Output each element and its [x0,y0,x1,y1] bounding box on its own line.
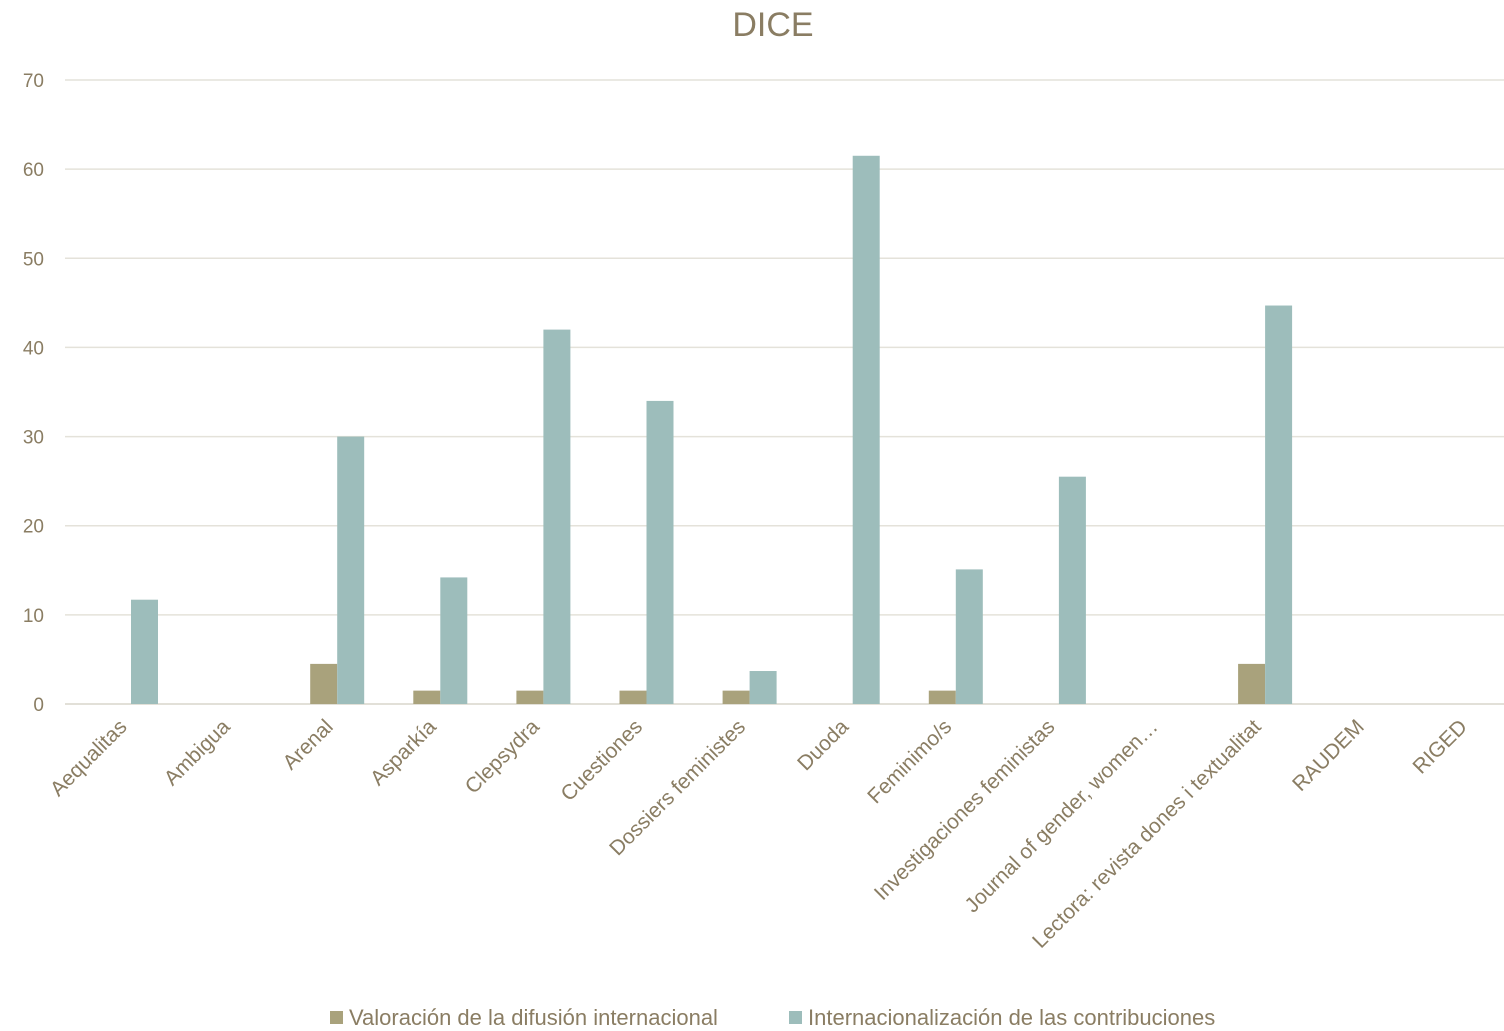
y-tick-label: 70 [23,71,44,92]
bar-series-2-clepsydra [543,329,571,704]
bar-series-2-investigaciones-feministas [1058,476,1086,704]
y-tick-label: 0 [33,695,44,716]
x-category-label: Feminimo/s [863,715,956,808]
y-axis-ticks: 0 10 20 30 40 50 60 70 [23,71,44,716]
bar-series-1-lectora-revista-dones-i-textualitat [1238,663,1266,704]
y-tick-label: 40 [23,338,44,359]
legend-swatch-2 [789,1011,802,1024]
bar-series-2-aspark-a [440,577,468,704]
y-tick-label: 60 [23,160,44,181]
bar-series-2-cuestiones [646,400,674,704]
bar-series-1-clepsydra [516,690,544,704]
bar-series-1-feminimo-s [928,690,956,704]
chart-title: DICE [732,6,813,44]
bar-series-1-arenal [310,663,338,704]
bars [131,155,1293,704]
bar-series-1-cuestiones [619,690,647,704]
bar-series-2-arenal [337,436,365,704]
bar-series-1-aspark-a [413,690,441,704]
bar-series-2-duoda [852,155,880,704]
x-category-label: Investigaciones feministas [870,715,1060,905]
x-category-label: Aequalitas [46,715,132,801]
x-category-label: Lectora: revista dones i textualitat [1028,715,1266,953]
bar-series-2-aequalitas [131,599,158,704]
x-category-label: Arenal [279,715,338,774]
legend: Valoración de la difusión internacional I… [330,1005,1215,1030]
legend-label-2: Internacionalización de las contribucion… [808,1005,1215,1030]
y-tick-label: 20 [23,517,44,538]
y-tick-label: 10 [23,606,44,627]
y-tick-label: 50 [23,249,44,270]
bar-series-2-dossiers-feministes [749,671,777,704]
x-category-label: Ambigua [160,715,235,790]
x-category-label: Asparkía [366,715,441,790]
bar-series-2-feminimo-s [955,569,983,704]
x-category-label: RIGED [1409,715,1472,778]
y-tick-label: 30 [23,428,44,449]
legend-swatch-1 [330,1011,343,1024]
bar-series-1-dossiers-feministes [722,690,750,704]
x-category-label: Cuestiones [556,715,647,806]
legend-label-1: Valoración de la difusión internacional [349,1005,718,1030]
x-category-label: Journal of gender, women… [961,715,1163,917]
gridlines [65,79,1504,705]
x-category-label: Duoda [793,715,853,775]
x-category-label: Clepsydra [461,715,544,798]
x-category-label: RAUDEM [1288,715,1369,796]
x-axis-labels: Aequalitas Ambigua Arenal Asparkía Clepsydra… [46,715,1472,953]
bar-series-2-lectora-revista-dones-i-textualitat [1265,305,1293,704]
